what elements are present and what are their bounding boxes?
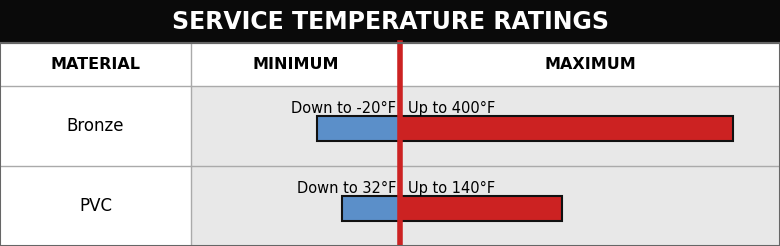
Bar	[191, 86, 780, 166]
Bar	[0, 166, 191, 246]
Text: Down to -20°F: Down to -20°F	[291, 101, 396, 116]
Text: Up to 400°F: Up to 400°F	[408, 101, 495, 116]
Text: SERVICE TEMPERATURE RATINGS: SERVICE TEMPERATURE RATINGS	[172, 10, 608, 33]
Bar	[0, 86, 191, 166]
Bar	[342, 196, 400, 221]
Bar	[400, 116, 732, 141]
Bar	[0, 0, 780, 43]
Bar	[191, 166, 780, 246]
Text: MINIMUM: MINIMUM	[253, 57, 339, 72]
Text: Down to 32°F: Down to 32°F	[297, 181, 396, 196]
Text: MATERIAL: MATERIAL	[51, 57, 140, 72]
Bar	[0, 43, 780, 246]
Text: Up to 140°F: Up to 140°F	[408, 181, 495, 196]
Text: PVC: PVC	[79, 197, 112, 215]
Text: Bronze: Bronze	[67, 117, 124, 135]
Bar	[317, 116, 400, 141]
Text: MAXIMUM: MAXIMUM	[544, 57, 636, 72]
Bar	[0, 43, 780, 86]
Bar	[400, 196, 562, 221]
